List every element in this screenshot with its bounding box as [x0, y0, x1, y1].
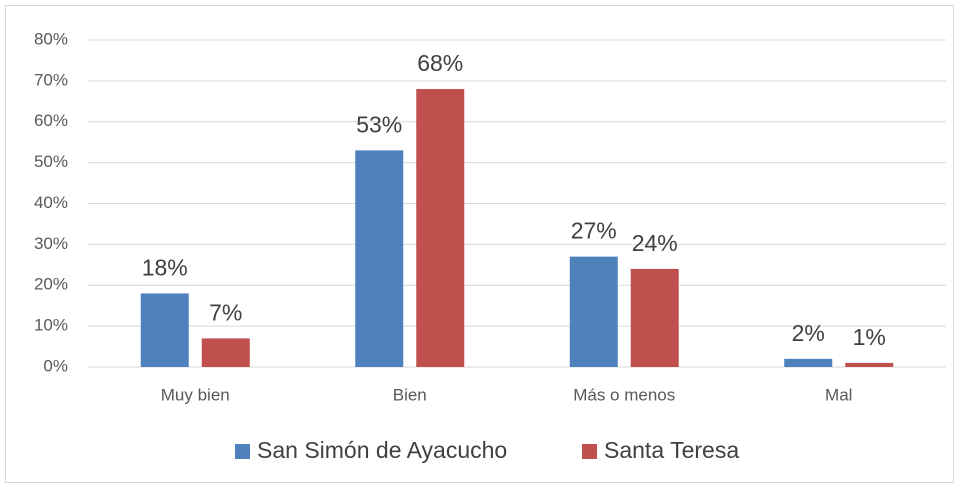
data-label: 68% — [417, 50, 463, 76]
legend-swatch — [235, 444, 250, 459]
y-tick-label: 10% — [34, 316, 68, 335]
y-tick-label: 70% — [34, 70, 68, 89]
data-label: 7% — [209, 299, 242, 325]
y-tick-label: 50% — [34, 152, 68, 171]
y-tick-label: 80% — [34, 29, 68, 48]
bar — [201, 338, 250, 367]
data-label: 24% — [632, 230, 678, 256]
legend-label: Santa Teresa — [604, 437, 739, 463]
y-tick-label: 40% — [34, 193, 68, 212]
bar — [140, 293, 189, 367]
y-tick-label: 30% — [34, 234, 68, 253]
x-tick-label: Muy bien — [161, 385, 230, 404]
bar — [845, 362, 894, 367]
bar — [416, 89, 465, 368]
data-label: 2% — [792, 320, 825, 346]
bar — [784, 358, 833, 367]
y-tick-label: 20% — [34, 275, 68, 294]
data-label: 27% — [571, 218, 617, 244]
data-label: 18% — [142, 255, 188, 281]
y-tick-label: 0% — [43, 356, 68, 375]
x-tick-label: Bien — [393, 385, 427, 404]
data-label: 1% — [853, 324, 886, 350]
x-tick-label: Mal — [825, 385, 852, 404]
bar — [355, 150, 404, 367]
legend-swatch — [582, 444, 597, 459]
x-tick-label: Más o menos — [573, 385, 675, 404]
bar — [630, 268, 679, 367]
bar — [569, 256, 618, 367]
legend-label: San Simón de Ayacucho — [257, 437, 507, 463]
data-label: 53% — [356, 111, 402, 137]
y-tick-label: 60% — [34, 111, 68, 130]
